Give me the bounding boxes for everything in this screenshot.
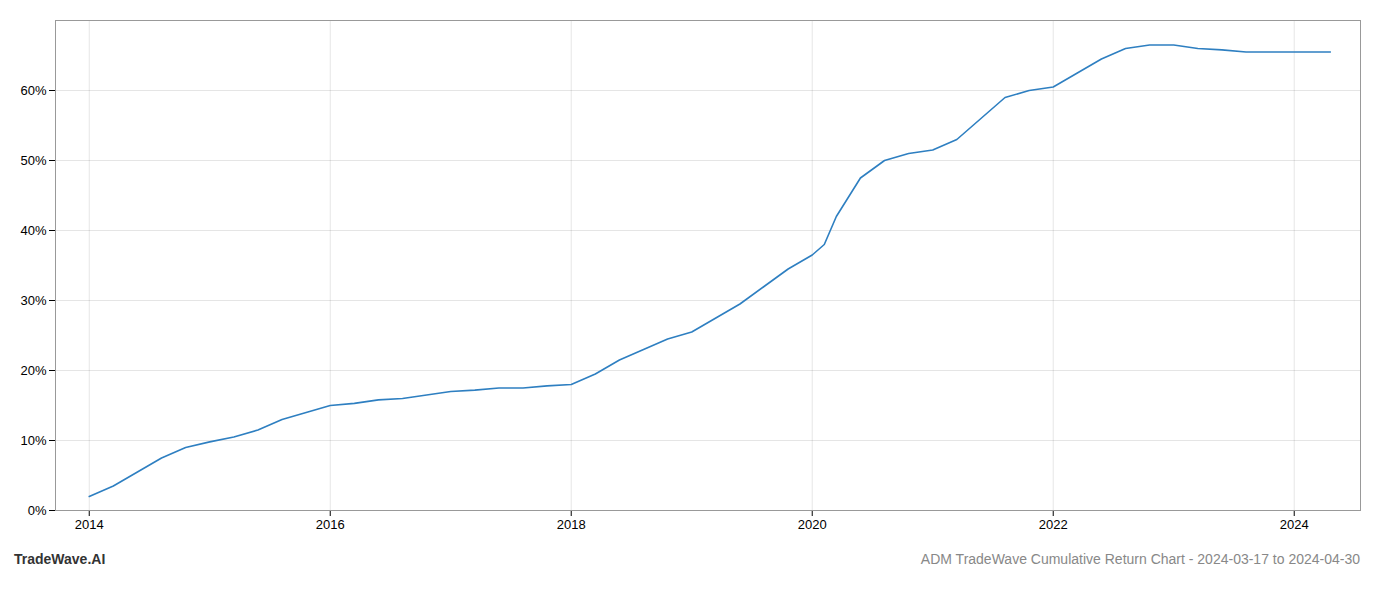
- svg-text:2022: 2022: [1039, 517, 1068, 532]
- svg-text:2016: 2016: [316, 517, 345, 532]
- html-text:TradeWave.AI: TradeWave.AI: [14, 551, 106, 567]
- svg-text:2020: 2020: [798, 517, 827, 532]
- svg-text:50%: 50%: [20, 153, 46, 168]
- svg-text:2018: 2018: [557, 517, 586, 532]
- svg-text:0%: 0%: [28, 503, 47, 518]
- svg-text:30%: 30%: [20, 293, 46, 308]
- svg-text:2014: 2014: [75, 517, 104, 532]
- svg-text:60%: 60%: [20, 83, 46, 98]
- svg-text:2024: 2024: [1280, 517, 1309, 532]
- svg-text:10%: 10%: [20, 433, 46, 448]
- svg-text:20%: 20%: [20, 363, 46, 378]
- html-text:ADM TradeWave Cumulative Retur: ADM TradeWave Cumulative Return Chart - …: [920, 551, 1360, 567]
- svg-text:40%: 40%: [20, 223, 46, 238]
